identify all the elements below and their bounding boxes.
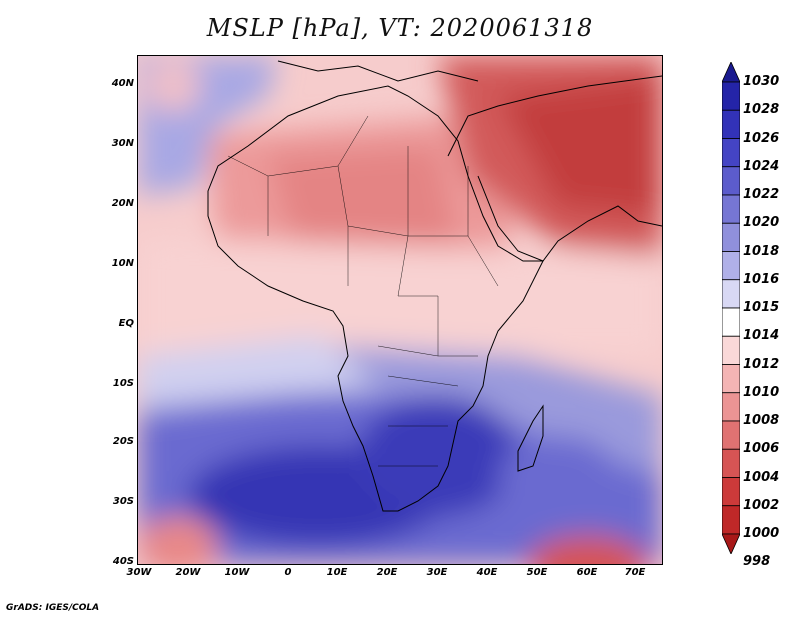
lon-label: 70E <box>624 567 646 578</box>
colorbar-swatch <box>722 279 740 309</box>
colorbar-swatch <box>722 392 740 422</box>
lat-label: 20N <box>111 198 134 209</box>
colorbar-label: 1004 <box>743 469 780 485</box>
lat-label: 10N <box>111 258 134 269</box>
colorbar-label: 1015 <box>743 300 780 315</box>
lon-label: 30W <box>126 567 152 578</box>
country-borders <box>227 115 499 467</box>
colorbar-label: 1020 <box>743 215 780 231</box>
lon-label: 50E <box>526 567 548 578</box>
colorbar-label: 1024 <box>743 158 780 174</box>
colorbar-label: 1018 <box>743 243 780 259</box>
credit-text: GrADS: IGES/COLA <box>6 603 100 613</box>
colorbar-swatch <box>722 222 740 252</box>
pressure-field <box>138 56 662 564</box>
lon-label: 10E <box>326 567 348 578</box>
colorbar-label: 1002 <box>743 497 780 513</box>
colorbar-swatch <box>722 448 740 478</box>
colorbar-swatch <box>722 307 740 337</box>
lon-label: 40E <box>476 567 498 578</box>
colorbar-label: 998 <box>743 554 771 570</box>
colorbar-swatch <box>722 166 740 196</box>
colorbar <box>722 62 740 554</box>
colorbar-swatch <box>722 364 740 394</box>
lat-label: 10S <box>112 378 134 389</box>
colorbar-swatch <box>722 109 740 139</box>
colorbar-swatch <box>722 81 740 111</box>
pressure-shading <box>138 56 662 564</box>
colorbar-label: 1000 <box>743 526 780 541</box>
colorbar-swatch <box>722 194 740 224</box>
colorbar-bottom-arrow <box>722 533 740 554</box>
pressure-map <box>137 55 663 565</box>
map-title: MSLP [hPa], VT: 2020061318 <box>206 14 594 42</box>
lat-label: 40N <box>111 78 134 89</box>
colorbar-swatch <box>722 251 740 281</box>
colorbar-label: 1006 <box>743 441 780 457</box>
lat-label: EQ <box>118 318 134 329</box>
colorbar-swatch <box>722 505 740 535</box>
colorbar-label: 1008 <box>743 413 780 428</box>
lat-label: 30S <box>112 496 134 507</box>
colorbar-label: 1030 <box>743 74 780 89</box>
colorbar-swatch <box>722 477 740 507</box>
colorbar-label: 1026 <box>743 130 780 146</box>
colorbar-swatch <box>722 335 740 365</box>
colorbar-label: 1016 <box>743 271 780 287</box>
colorbar-label: 1012 <box>743 356 780 372</box>
colorbar-label: 1014 <box>743 328 780 344</box>
colorbar-top-arrow <box>722 62 740 83</box>
lon-label: 20E <box>376 567 398 578</box>
lat-label: 30N <box>111 138 134 149</box>
lon-label: 10W <box>224 567 250 578</box>
colorbar-swatch <box>722 138 740 168</box>
lat-label: 20S <box>112 436 134 447</box>
lat-label: 40S <box>112 556 134 567</box>
colorbar-label: 1022 <box>743 187 780 202</box>
coastlines <box>207 60 662 512</box>
lon-label: 60E <box>576 567 598 578</box>
colorbar-label: 1010 <box>743 384 780 400</box>
lon-label: 0 <box>284 567 292 578</box>
lon-label: 30E <box>426 567 448 578</box>
colorbar-label: 1028 <box>743 102 780 118</box>
colorbar-swatch <box>722 420 740 450</box>
lon-label: 20W <box>175 567 201 578</box>
